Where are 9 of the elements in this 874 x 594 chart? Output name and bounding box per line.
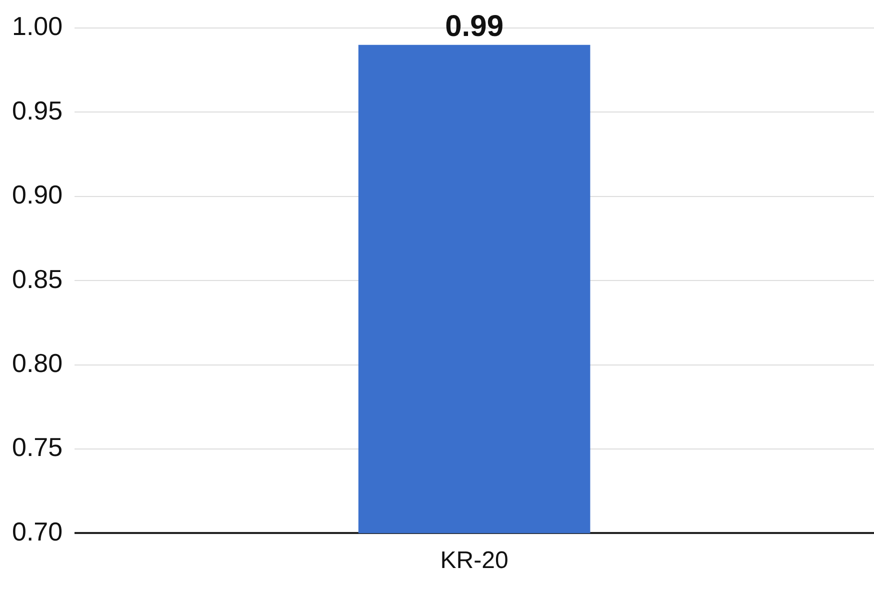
y-tick-label: 0.90 (12, 180, 63, 210)
x-tick-label: KR-20 (440, 547, 508, 574)
y-tick-label: 0.85 (12, 264, 63, 294)
y-tick-label: 0.70 (12, 516, 63, 546)
y-tick-label: 0.95 (12, 95, 63, 126)
y-tick-label: 0.75 (12, 432, 63, 462)
y-tick-label: 1.00 (12, 11, 63, 42)
data-label: 0.99 (445, 10, 504, 44)
y-tick-label: 0.80 (12, 348, 63, 378)
